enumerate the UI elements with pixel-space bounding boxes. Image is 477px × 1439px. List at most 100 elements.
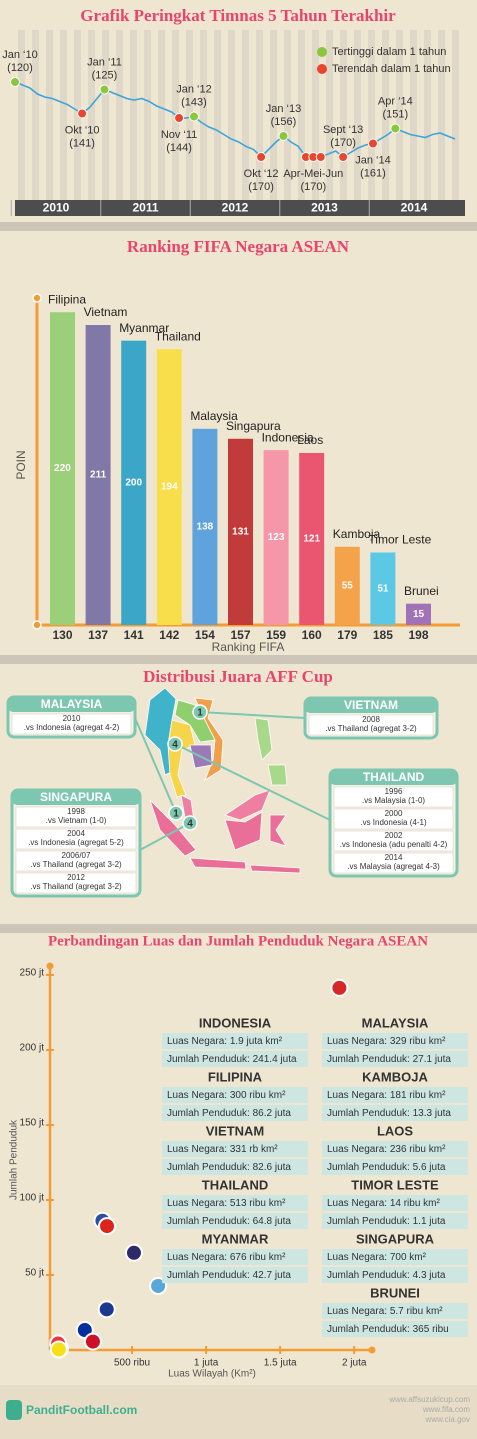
map-indonesia bbox=[189, 857, 247, 870]
y-tick-label: 100 jt bbox=[20, 1193, 45, 1204]
x-tick-label: 2013 bbox=[311, 201, 338, 215]
point bbox=[330, 978, 349, 997]
annotation-point bbox=[99, 84, 110, 95]
ranking-label: 179 bbox=[337, 628, 357, 642]
final-row bbox=[11, 713, 132, 735]
final-row bbox=[333, 852, 454, 874]
final-opponent: .vs Vietnam (1-0) bbox=[46, 816, 107, 825]
ranking-label: 160 bbox=[302, 628, 322, 642]
final-opponent: .vs Indonesia (4-1) bbox=[360, 818, 427, 827]
bar bbox=[334, 546, 360, 625]
final-opponent: .vs Malaysia (1-0) bbox=[362, 796, 425, 805]
bar-value: 138 bbox=[197, 522, 214, 533]
title-count-badge bbox=[168, 805, 184, 821]
axis-end bbox=[368, 1346, 376, 1354]
final-opponent: .vs Thailand (agregat 3-2) bbox=[30, 882, 122, 891]
x-tick-label: 2010 bbox=[43, 201, 70, 215]
card-text: Jumlah Penduduk: 42.7 juta bbox=[167, 1270, 291, 1281]
title-count-badge bbox=[192, 704, 208, 720]
bar-value: 55 bbox=[342, 581, 354, 592]
card-row bbox=[322, 1213, 468, 1229]
annotation-label: Jan ‘13 bbox=[266, 103, 301, 115]
category-label: Vietnam bbox=[84, 305, 128, 319]
card-text: Jumlah Penduduk: 86.2 juta bbox=[167, 1108, 291, 1119]
card-row bbox=[162, 1105, 308, 1121]
bar-value: 131 bbox=[232, 527, 249, 538]
card-name: INDONESIA bbox=[199, 1015, 272, 1030]
ranking-label: 159 bbox=[266, 628, 286, 642]
bar-value: 194 bbox=[161, 482, 178, 493]
card-name: LAOS bbox=[377, 1123, 413, 1138]
title-count-badge bbox=[182, 815, 198, 831]
card-row bbox=[162, 1051, 308, 1067]
y-tick-label: 50 jt bbox=[25, 1268, 44, 1279]
category-label: Indonesia bbox=[262, 430, 314, 444]
annotation-label: Jan ‘12 bbox=[176, 83, 211, 95]
legend-marker bbox=[317, 47, 327, 57]
annotation-point bbox=[77, 108, 88, 119]
logo-badge bbox=[6, 1400, 22, 1420]
year-bar bbox=[15, 200, 465, 216]
annotation-value: (170) bbox=[330, 137, 356, 149]
chart-title: Perbandingan Luas dan Jumlah Penduduk Ne… bbox=[48, 933, 428, 949]
x-tick-label: 2 juta bbox=[342, 1358, 367, 1369]
x-tick-label: 1.5 juta bbox=[264, 1358, 297, 1369]
map-indonesia bbox=[249, 864, 301, 874]
bar bbox=[370, 552, 396, 625]
ranking-label: 137 bbox=[88, 628, 108, 642]
card-row bbox=[322, 1249, 468, 1265]
card-row bbox=[162, 1141, 308, 1157]
stripe bbox=[144, 30, 151, 200]
final-opponent: .vs Thailand (agregat 3-2) bbox=[325, 724, 417, 733]
title-count: 1 bbox=[173, 809, 179, 820]
connector bbox=[134, 717, 177, 814]
title-count: 4 bbox=[172, 740, 178, 751]
stripe bbox=[214, 30, 221, 200]
final-year: 2004 bbox=[67, 829, 85, 838]
card-text: Jumlah Penduduk: 27.1 juta bbox=[327, 1054, 451, 1065]
card-name: BRUNEI bbox=[370, 1285, 420, 1300]
annotation-value: (143) bbox=[181, 96, 207, 108]
bar bbox=[50, 312, 75, 625]
stripe bbox=[396, 30, 403, 200]
final-year: 1998 bbox=[67, 807, 85, 816]
bar bbox=[192, 428, 218, 625]
map-indonesia bbox=[149, 799, 197, 857]
ranking-label: 130 bbox=[52, 628, 72, 642]
ranking-label: 185 bbox=[373, 628, 393, 642]
brand: PanditFootball.com bbox=[26, 1403, 137, 1417]
card-text: Luas Negara: 5.7 ribu km² bbox=[327, 1306, 443, 1317]
card-row bbox=[322, 1105, 468, 1121]
card-text: Luas Negara: 300 ribu km² bbox=[167, 1090, 286, 1101]
champion-name: MALAYSIA bbox=[41, 697, 103, 711]
legend-label: Tertinggi dalam 1 tahun bbox=[332, 46, 446, 58]
final-opponent: .vs Indonesia (agregat 4-2) bbox=[24, 723, 120, 732]
bar bbox=[85, 325, 111, 625]
card-text: Luas Negara: 14 ribu km² bbox=[327, 1198, 441, 1209]
stripe bbox=[32, 30, 39, 200]
bar-value: 200 bbox=[125, 477, 142, 488]
category-label: Myanmar bbox=[119, 321, 169, 335]
map-indonesia bbox=[269, 814, 287, 847]
card-text: Luas Negara: 331 rb km² bbox=[167, 1144, 278, 1155]
bar bbox=[263, 450, 289, 625]
final-row bbox=[308, 714, 434, 736]
annotation-label: Jan ‘14 bbox=[355, 154, 390, 166]
card-row bbox=[162, 1267, 308, 1283]
point bbox=[97, 1300, 116, 1319]
final-year: 1996 bbox=[385, 787, 403, 796]
final-year: 2014 bbox=[385, 853, 403, 862]
card-row bbox=[162, 1213, 308, 1229]
annotation-label: Nov ‘11 bbox=[161, 129, 197, 141]
champion-header bbox=[12, 790, 140, 805]
card-text: Luas Negara: 513 ribu km² bbox=[167, 1198, 286, 1209]
stripe bbox=[242, 30, 249, 200]
stripe bbox=[298, 30, 305, 200]
annotation-value: (170) bbox=[300, 181, 326, 193]
annotation-point bbox=[390, 123, 401, 134]
stripe bbox=[424, 30, 431, 200]
stripe bbox=[326, 30, 333, 200]
bar-value: 51 bbox=[377, 583, 389, 594]
champion-name: THAILAND bbox=[363, 770, 425, 784]
champion-name: SINGAPURA bbox=[40, 790, 112, 804]
